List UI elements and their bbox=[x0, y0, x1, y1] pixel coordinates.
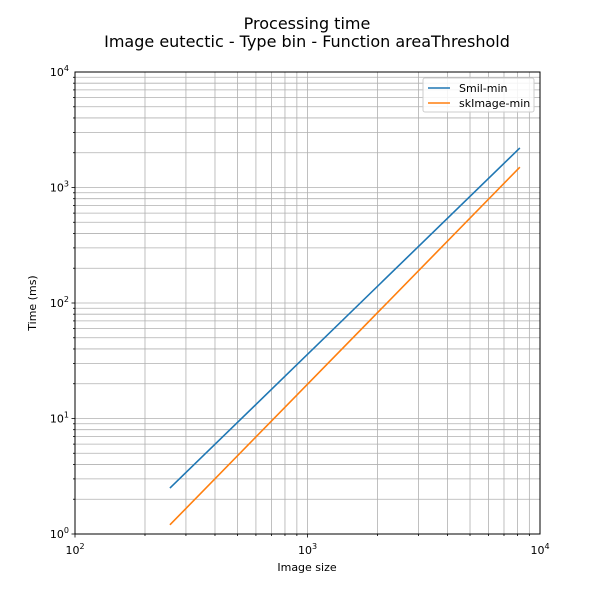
y-tick-label: 101 bbox=[50, 411, 69, 426]
y-axis-label: Time (ms) bbox=[26, 275, 39, 331]
y-tick-label: 100 bbox=[50, 526, 69, 541]
y-tick-label: 102 bbox=[50, 295, 69, 310]
legend-label: skImage-min bbox=[459, 97, 530, 110]
series-lines bbox=[169, 147, 521, 526]
x-tick-label: 103 bbox=[298, 542, 317, 557]
chart-title: Processing time bbox=[244, 14, 371, 33]
chart-subtitle: Image eutectic - Type bin - Function are… bbox=[104, 32, 510, 51]
grid bbox=[74, 72, 540, 535]
legend-label: Smil-min bbox=[459, 82, 508, 95]
axis-ticks: 102 103 104 100 101 102 103 104 bbox=[50, 64, 550, 557]
legend-box bbox=[422, 77, 535, 113]
x-tick-label: 102 bbox=[65, 542, 84, 557]
series-line-1 bbox=[169, 147, 521, 489]
y-tick-label: 103 bbox=[50, 180, 69, 195]
legend: Smil-min skImage-min bbox=[422, 77, 535, 113]
y-tick-label: 104 bbox=[50, 64, 69, 79]
series-line-2 bbox=[169, 166, 521, 526]
x-axis-label: Image size bbox=[277, 561, 337, 574]
x-tick-label: 104 bbox=[530, 542, 549, 557]
